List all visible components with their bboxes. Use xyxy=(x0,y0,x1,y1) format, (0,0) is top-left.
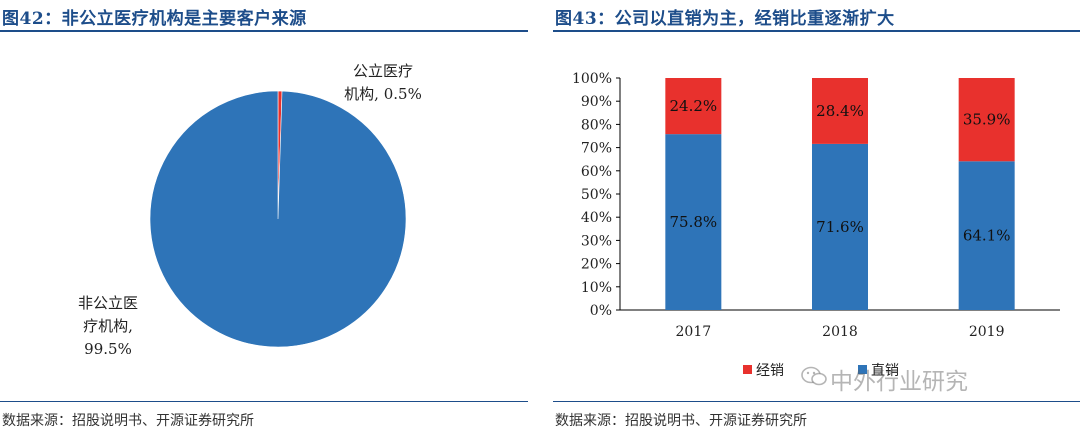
x-tick-label-2019: 2019 xyxy=(969,324,1005,340)
figure-43-title-rule xyxy=(553,30,1080,32)
pie-label-line: 疗机构, xyxy=(83,317,133,335)
x-tick-label-2018: 2018 xyxy=(822,324,858,340)
pie-label-line: 公立医疗 xyxy=(353,62,413,80)
x-tick-label-2017: 2017 xyxy=(676,324,712,340)
y-tick-label: 10% xyxy=(581,280,612,296)
pie-label-line: 机构, 0.5% xyxy=(344,85,422,103)
legend-swatch-distribution xyxy=(743,365,752,374)
figure-42-source: 数据来源：招股说明书、开源证券研究所 xyxy=(2,413,254,429)
y-tick-label: 70% xyxy=(581,141,612,157)
bar-direct-2018 xyxy=(812,143,868,310)
legend-label-direct: 直销 xyxy=(871,362,899,379)
data-label-distribution-2019: 35.9% xyxy=(963,111,1011,129)
figure-42-title-rule xyxy=(0,30,528,32)
figure-43-bottom-rule xyxy=(553,401,1080,402)
pie-label-public: 公立医疗机构, 0.5% xyxy=(344,62,422,103)
data-label-distribution-2017: 24.2% xyxy=(670,97,718,115)
bar-distribution-2017 xyxy=(665,78,722,135)
bar-direct-2019 xyxy=(958,161,1015,310)
figure-43-source: 数据来源：招股说明书、开源证券研究所 xyxy=(555,413,807,429)
legend-swatch-direct xyxy=(858,365,867,374)
legend-label-distribution: 经销 xyxy=(756,363,784,379)
y-tick-label: 60% xyxy=(581,164,612,180)
y-tick-label: 30% xyxy=(581,233,612,249)
y-tick-label: 40% xyxy=(581,210,612,226)
data-label-direct-2019: 64.1% xyxy=(963,227,1011,245)
wechat-icon xyxy=(801,366,827,386)
pie-chart: 非公立医疗机构, 99.5% 公立医疗机构, 0.5% xyxy=(78,62,422,358)
pie-slice-non-public xyxy=(149,90,407,348)
y-tick-label: 90% xyxy=(581,94,612,110)
data-label-distribution-2018: 28.4% xyxy=(816,102,864,120)
figure-42-panel: 图42：非公立医疗机构是主要客户来源 非公立医疗机构, 99.5% 公立医疗机构, … xyxy=(0,0,528,433)
stacked-bar-chart: 0% 10% 20% 30% 40% 50% 60% 70% 80% 90% 100% 75.8% 24… xyxy=(572,71,1060,379)
figure-42-bottom-rule xyxy=(0,401,528,402)
pie-label-non-public: 非公立医疗机构, 99.5% xyxy=(78,294,138,358)
figure-43-title: 图43：公司以直销为主，经销比重逐渐扩大 xyxy=(555,9,895,29)
figure-43-panel: 图43：公司以直销为主，经销比重逐渐扩大 0% 10% 20% 30% 40% 50% 60… xyxy=(553,0,1080,433)
bar-distribution-2019 xyxy=(958,78,1015,162)
bar-distribution-2018 xyxy=(812,78,868,144)
y-tick-label: 50% xyxy=(581,187,612,203)
pie-label-line: 99.5% xyxy=(84,340,132,358)
pie-label-line: 非公立医 xyxy=(78,294,138,312)
figure-42-title: 图42：非公立医疗机构是主要客户来源 xyxy=(2,9,307,29)
data-label-direct-2018: 71.6% xyxy=(816,218,864,236)
data-label-direct-2017: 75.8% xyxy=(670,213,718,231)
watermark-text: 中外行业研究 xyxy=(830,369,968,395)
y-tick-label: 80% xyxy=(581,117,612,133)
y-tick-label: 20% xyxy=(581,257,612,273)
bar-direct-2017 xyxy=(665,134,722,310)
y-tick-label: 100% xyxy=(572,71,612,87)
y-tick-label: 0% xyxy=(590,303,612,319)
